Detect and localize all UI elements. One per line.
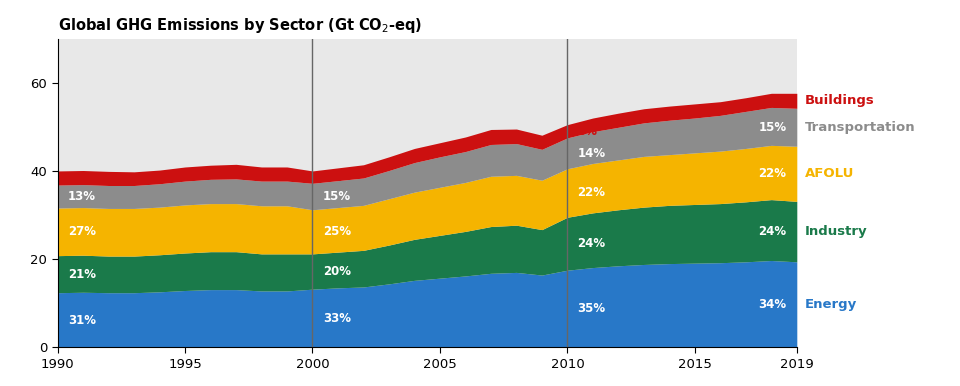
- Text: 20%: 20%: [323, 265, 350, 278]
- Text: 27%: 27%: [68, 225, 96, 238]
- Text: Transportation: Transportation: [805, 121, 916, 134]
- Text: 15%: 15%: [758, 121, 786, 134]
- Text: 7%: 7%: [323, 171, 343, 184]
- Text: 6%: 6%: [578, 125, 597, 138]
- Text: 13%: 13%: [68, 190, 96, 203]
- Text: 21%: 21%: [68, 267, 96, 281]
- Text: 22%: 22%: [578, 186, 606, 200]
- Text: 35%: 35%: [578, 302, 606, 315]
- Text: Industry: Industry: [805, 225, 868, 238]
- Text: 15%: 15%: [323, 190, 350, 203]
- Text: 6%: 6%: [767, 94, 786, 107]
- Text: Global GHG Emissions by Sector (Gt CO$_2$-eq): Global GHG Emissions by Sector (Gt CO$_2…: [58, 16, 421, 35]
- Text: 33%: 33%: [323, 312, 350, 325]
- Text: Buildings: Buildings: [805, 94, 875, 107]
- Text: 25%: 25%: [323, 225, 350, 238]
- Text: Energy: Energy: [805, 298, 857, 311]
- Text: 22%: 22%: [758, 167, 786, 180]
- Text: 24%: 24%: [578, 237, 606, 250]
- Text: 34%: 34%: [758, 298, 786, 311]
- Text: 31%: 31%: [68, 313, 96, 327]
- Text: 8%: 8%: [68, 171, 87, 185]
- Text: 14%: 14%: [578, 147, 606, 160]
- Text: 24%: 24%: [758, 225, 786, 238]
- Text: AFOLU: AFOLU: [805, 167, 854, 180]
